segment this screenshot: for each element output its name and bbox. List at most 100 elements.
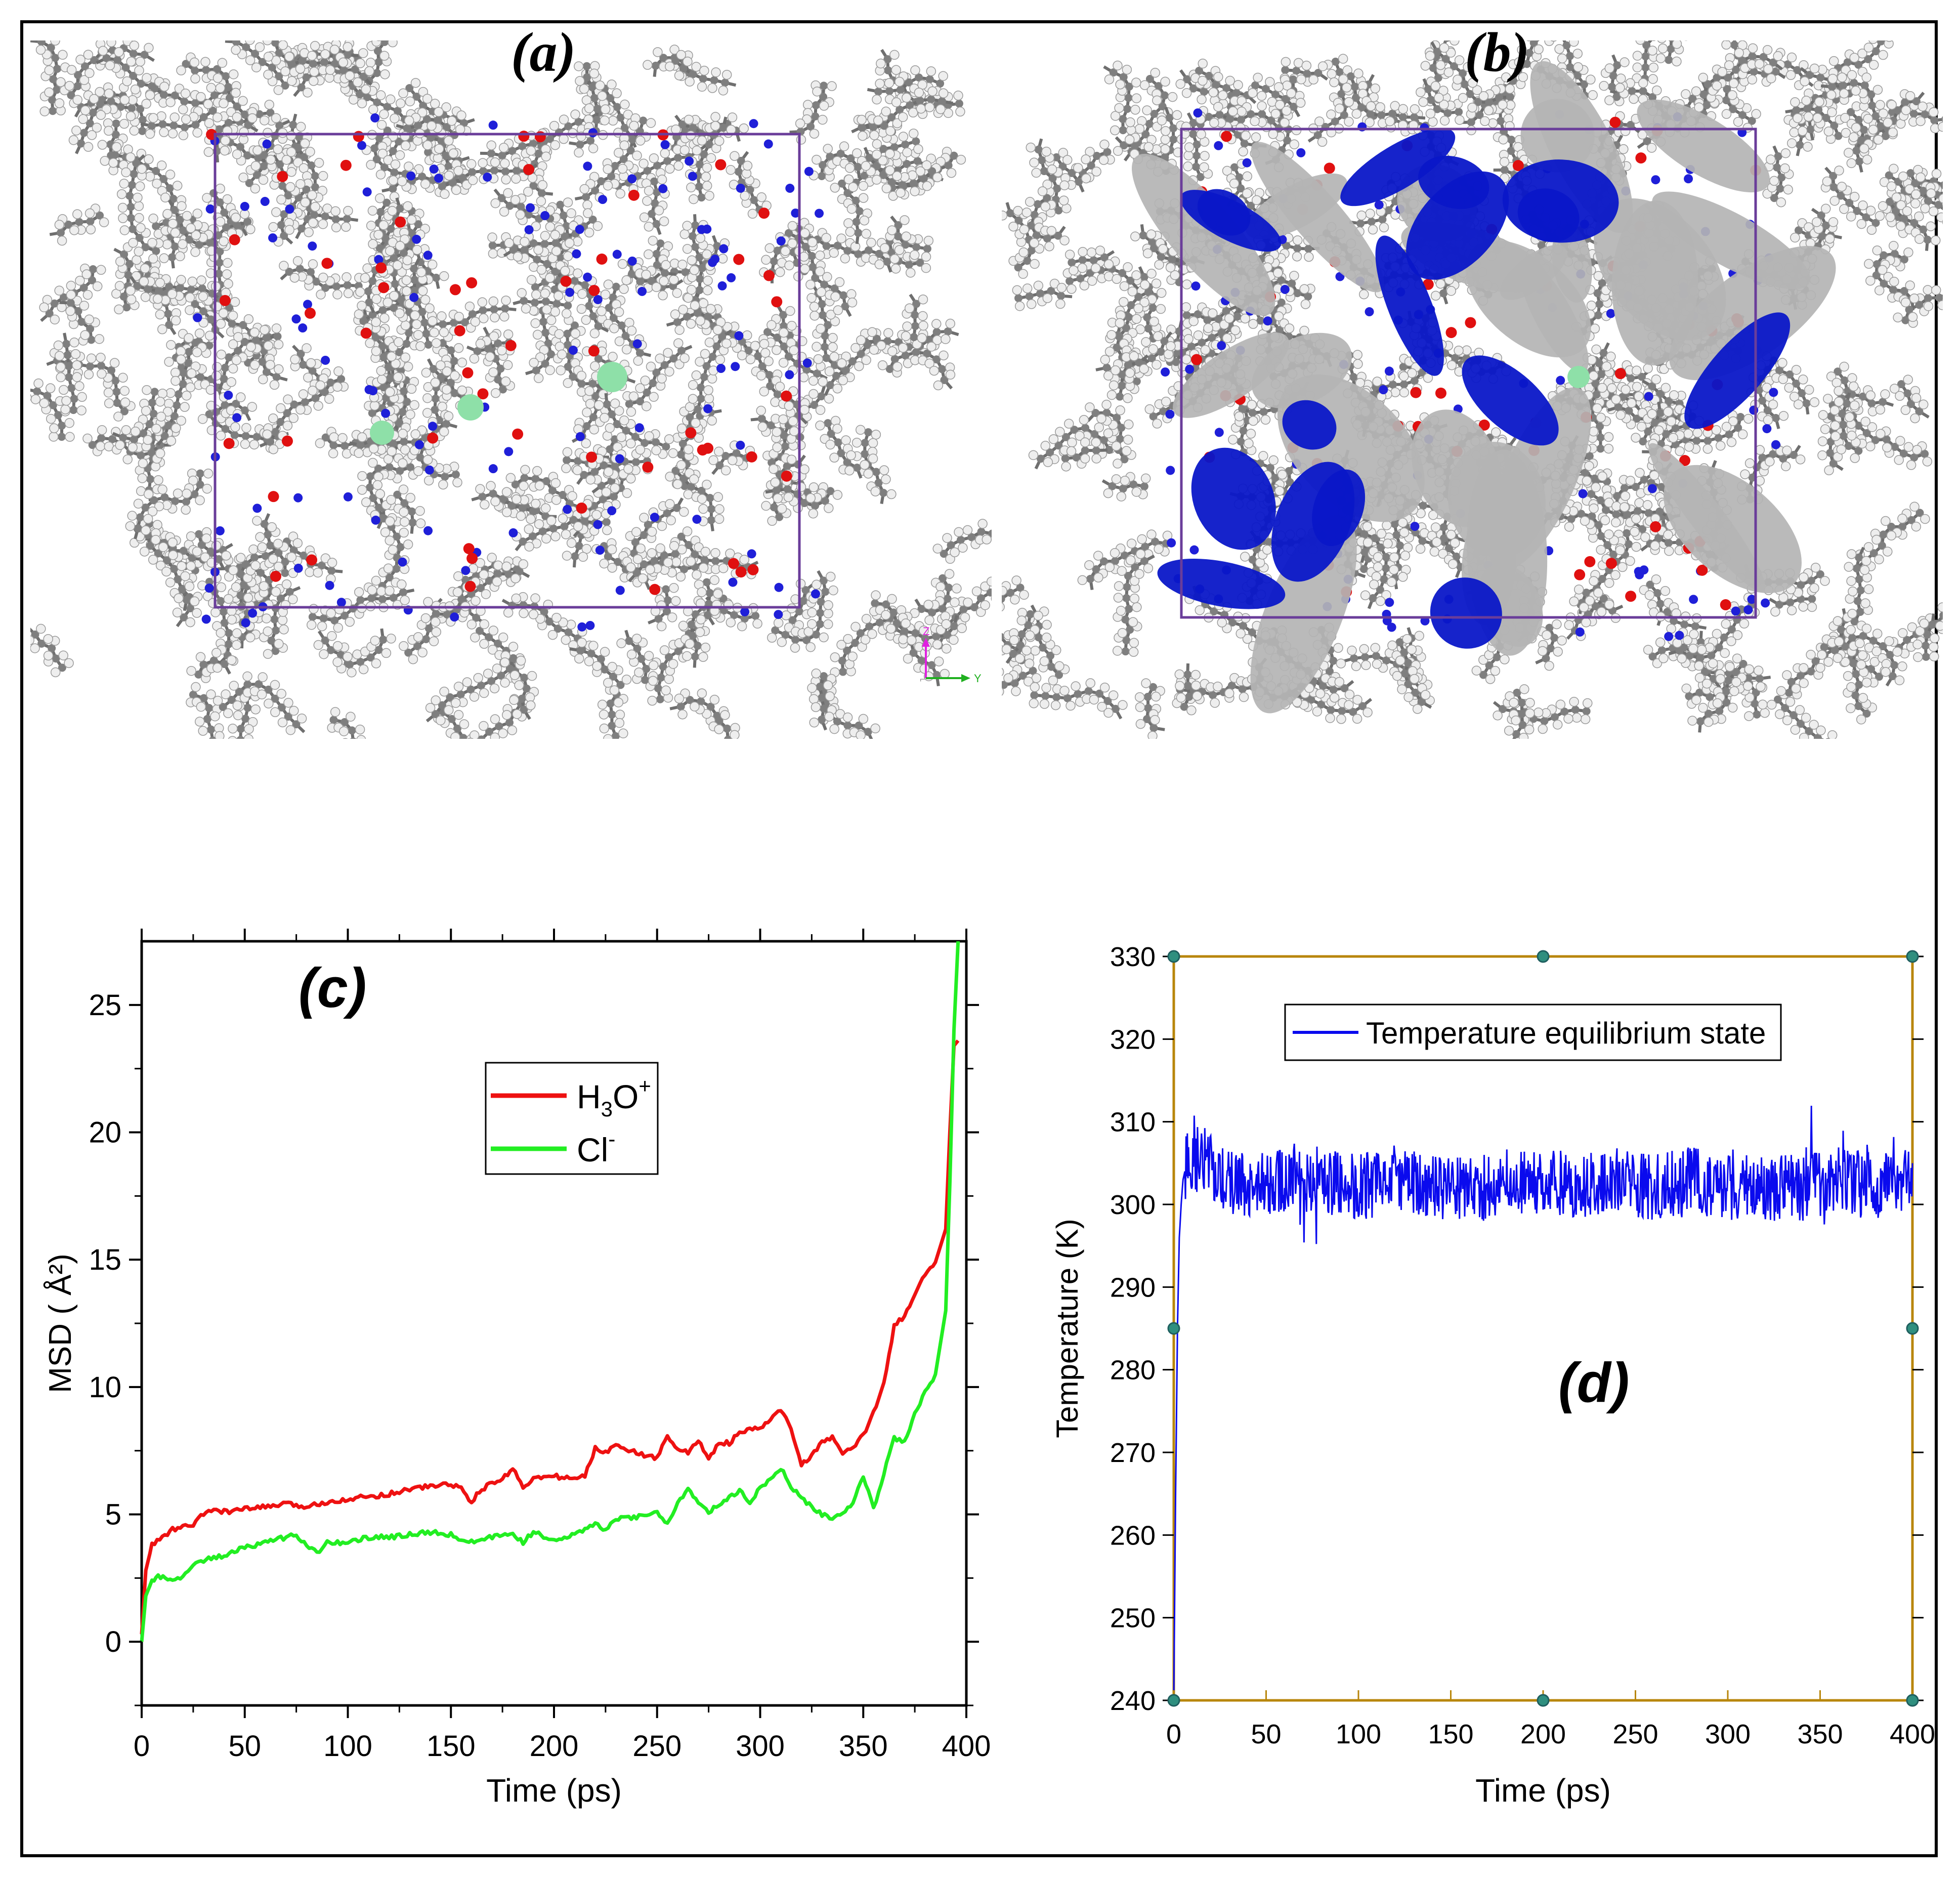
hydrogen-atom — [390, 159, 401, 170]
carbon-atom — [938, 97, 946, 106]
hydrogen-atom — [658, 290, 668, 301]
carbon-atom — [391, 279, 399, 288]
carbon-atom — [656, 695, 664, 703]
carbon-atom — [65, 373, 73, 382]
hydrogen-atom — [487, 232, 497, 242]
hydrogen-atom — [58, 650, 69, 661]
hydrogen-atom — [524, 524, 534, 534]
hydrogen-atom — [578, 552, 588, 562]
hydrogen-atom — [871, 590, 881, 600]
carbon-atom — [159, 91, 168, 99]
hydrogen-atom — [901, 331, 911, 341]
carbon-atom — [812, 101, 820, 110]
carbon-atom — [221, 363, 229, 372]
hydrogen-atom — [479, 639, 489, 649]
hydrogen-atom — [376, 586, 387, 597]
hydrogen-atom — [726, 165, 736, 175]
hydrogen-atom — [326, 608, 336, 618]
hydrogen-atom — [707, 415, 717, 426]
hydrogen-atom — [95, 87, 105, 97]
hydrogen-atom — [528, 609, 539, 619]
hydrogen-atom — [444, 171, 454, 181]
carbon-atom — [662, 585, 670, 594]
hydrogen-atom — [215, 83, 226, 93]
hydrogen-atom — [626, 325, 637, 336]
hydrogen-atom — [643, 60, 653, 70]
hydrogen-atom — [184, 333, 194, 343]
carbon-atom — [346, 660, 354, 669]
carbon-atom — [818, 693, 826, 702]
hydrogen-atom — [656, 621, 667, 632]
hydrogen-atom — [320, 49, 330, 59]
hydrogen-atom — [190, 73, 200, 84]
carbon-atom — [614, 558, 622, 566]
hydrogen-atom — [231, 355, 242, 365]
carbon-atom — [883, 55, 892, 63]
carbon-atom — [625, 637, 633, 645]
hydrogen-atom — [152, 520, 162, 530]
hydrogen-atom — [918, 294, 928, 305]
hydrogen-atom — [946, 168, 957, 178]
carbon-atom — [779, 322, 788, 330]
hydrogen-atom — [247, 402, 258, 412]
hydrogen-atom — [641, 401, 652, 411]
hydrogen-atom — [284, 52, 294, 62]
hydrogen-atom — [236, 553, 246, 563]
hydrogen-atom — [192, 608, 202, 618]
hydrogen-atom — [203, 99, 214, 109]
hydrogen-atom — [664, 366, 674, 377]
carbon-atom — [158, 120, 167, 129]
hydrogen-atom — [39, 398, 50, 408]
hydrogen-atom — [356, 735, 366, 739]
carbon-atom — [864, 428, 873, 437]
hydrogen-atom — [657, 373, 667, 384]
hydrogen-atom — [371, 346, 381, 356]
carbon-atom — [571, 552, 579, 561]
hydrogen-atom — [96, 352, 106, 363]
carbon-atom — [53, 64, 62, 73]
hydrogen-atom — [313, 567, 323, 578]
hydrogen-atom — [877, 360, 888, 370]
hydrogen-atom — [872, 94, 882, 105]
hydrogen-atom — [398, 88, 408, 99]
hydrogen-atom — [536, 196, 546, 206]
hydrogen-atom — [259, 581, 269, 592]
hydrogen-atom — [206, 82, 217, 93]
hydrogen-atom — [913, 144, 923, 154]
carbon-atom — [693, 641, 702, 650]
hydrogen-atom — [487, 553, 497, 563]
carbon-atom — [250, 553, 259, 562]
hydrogen-atom — [847, 651, 858, 661]
carbon-atom — [431, 394, 440, 403]
carbon-atom — [147, 121, 156, 130]
carbon-atom — [911, 322, 920, 330]
carbon-atom — [879, 488, 888, 497]
carbon-atom — [222, 72, 230, 80]
hydrogen-atom — [635, 136, 646, 146]
hydrogen-atom — [61, 396, 71, 406]
carbon-atom — [779, 311, 787, 319]
hydrogen-atom — [685, 639, 695, 649]
hydrogen-atom — [566, 208, 576, 219]
hydrogen-atom — [910, 186, 920, 196]
hydrogen-atom — [910, 65, 920, 75]
hydrogen-atom — [779, 327, 789, 338]
hydrogen-atom — [523, 187, 533, 197]
carbon-atom — [113, 399, 121, 407]
hydrogen-atom — [44, 65, 55, 75]
hydrogen-atom — [546, 516, 557, 526]
carbon-atom — [321, 636, 329, 645]
hydrogen-atom — [512, 709, 522, 719]
hydrogen-atom — [307, 51, 317, 61]
hydrogen-atom — [466, 619, 477, 630]
carbon-atom — [180, 613, 188, 621]
carbon-atom — [329, 716, 338, 724]
hydrogen-atom — [573, 521, 583, 531]
carbon-atom — [912, 243, 921, 252]
hydrogen-atom — [202, 484, 212, 494]
hydrogen-atom — [232, 628, 242, 639]
carbon-atom — [60, 293, 68, 302]
hydrogen-atom — [156, 111, 166, 121]
hydrogen-atom — [935, 104, 946, 114]
hydrogen-atom — [614, 336, 625, 347]
